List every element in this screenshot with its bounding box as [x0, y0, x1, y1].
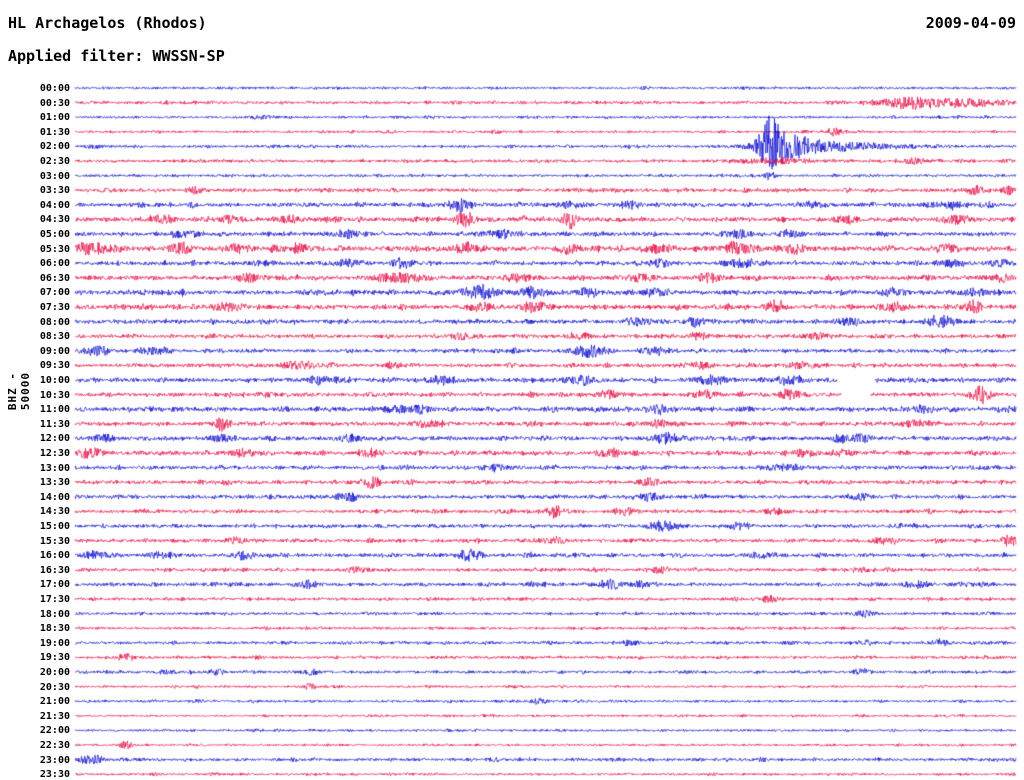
time-label: 11:00 [39, 404, 70, 416]
time-label: 15:30 [39, 535, 70, 547]
time-label: 03:30 [39, 185, 70, 197]
time-label: 00:30 [39, 97, 70, 109]
filter-label: Applied filter: WWSSN-SP [8, 47, 225, 65]
time-label: 14:00 [39, 491, 70, 503]
time-label: 21:00 [39, 696, 70, 708]
time-label: 18:00 [39, 608, 70, 620]
time-label: 07:30 [39, 302, 70, 313]
time-label: 17:30 [39, 594, 70, 605]
time-label: 09:00 [39, 345, 70, 357]
time-label: 22:00 [39, 725, 70, 737]
time-label: 00:00 [39, 83, 70, 94]
time-label: 10:30 [39, 389, 70, 401]
time-label: 01:30 [39, 126, 70, 138]
time-label: 08:00 [39, 316, 70, 328]
time-label: 20:30 [39, 681, 70, 693]
time-label: 14:30 [39, 506, 70, 518]
time-label: 01:00 [39, 112, 70, 124]
time-label: 20:00 [39, 667, 70, 678]
time-label: 21:30 [39, 710, 70, 722]
time-label: 06:00 [39, 258, 70, 270]
time-label: 19:30 [39, 652, 70, 664]
time-label: 08:30 [39, 331, 70, 343]
time-label: 23:00 [39, 754, 70, 766]
time-label: 17:00 [39, 579, 70, 591]
record-date: 2009-04-09 [925, 14, 1016, 32]
time-label: 16:00 [39, 550, 70, 562]
time-label: 15:00 [39, 521, 70, 532]
time-label: 09:30 [39, 360, 70, 372]
time-label: 07:00 [39, 287, 70, 299]
time-label: 05:30 [39, 243, 70, 255]
time-label: 13:00 [39, 462, 70, 474]
time-label: 04:30 [39, 214, 70, 226]
time-label: 22:30 [39, 740, 70, 751]
time-label: 19:00 [39, 637, 70, 649]
time-label: 04:00 [39, 199, 70, 211]
time-label: 23:30 [39, 769, 70, 780]
time-label: 02:30 [39, 156, 70, 167]
time-label: 13:30 [39, 477, 70, 489]
time-label: 06:30 [39, 272, 70, 284]
time-label: 05:00 [39, 229, 70, 240]
time-label: 16:30 [39, 564, 70, 576]
time-label: 12:30 [39, 448, 70, 459]
time-label: 18:30 [39, 623, 70, 635]
time-label: 02:00 [39, 141, 70, 153]
time-label: 10:00 [39, 375, 70, 386]
station-title: HL Archagelos (Rhodos) [8, 14, 207, 32]
time-label: 12:00 [39, 433, 70, 445]
time-label: 11:30 [39, 418, 70, 430]
time-label: 03:00 [39, 170, 70, 182]
